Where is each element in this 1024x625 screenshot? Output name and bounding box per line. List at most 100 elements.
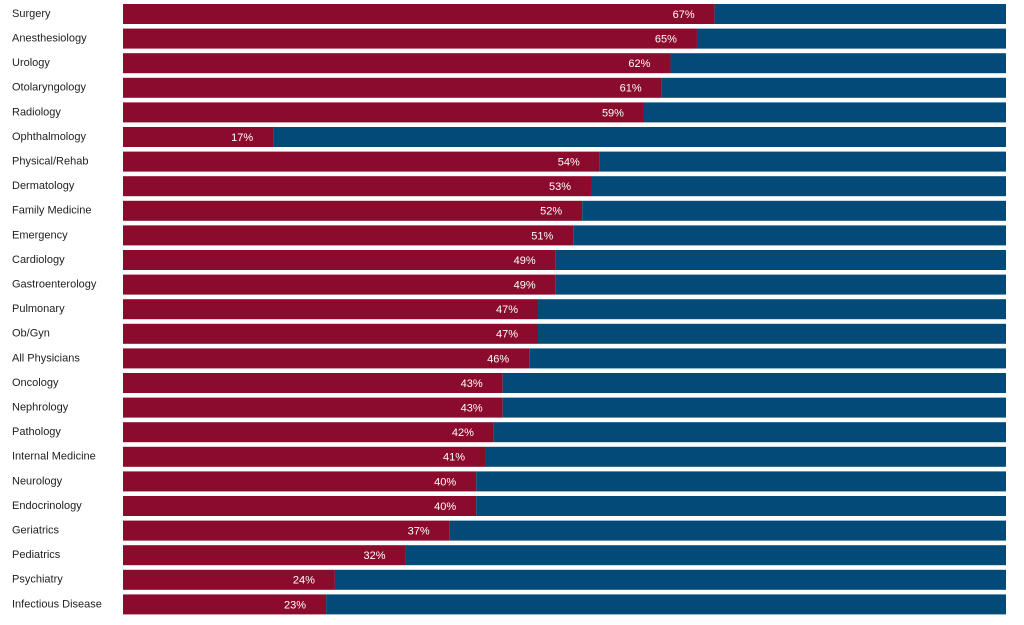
bar-segment xyxy=(123,496,477,516)
value-label: 52% xyxy=(540,206,562,218)
bar-segment xyxy=(123,274,556,295)
category-label: Ophthalmology xyxy=(12,131,86,143)
bar-segment xyxy=(449,520,1007,541)
bar-segment xyxy=(123,53,671,74)
bar-segment xyxy=(123,4,715,24)
category-label: Internal Medicine xyxy=(12,451,96,463)
bar-segment xyxy=(123,323,539,344)
value-label: 61% xyxy=(620,83,642,95)
bar-segment xyxy=(123,446,486,467)
category-label: All Physicians xyxy=(12,352,80,364)
bar-segment xyxy=(123,299,539,320)
bar-segment xyxy=(123,471,477,492)
category-label: Psychiatry xyxy=(12,574,63,586)
bar-segment xyxy=(123,422,494,443)
category-label: Dermatology xyxy=(12,180,75,192)
value-label: 42% xyxy=(452,427,474,439)
category-label: Anesthesiology xyxy=(12,33,87,45)
bar-segment xyxy=(123,569,335,590)
category-label: Geriatrics xyxy=(12,525,60,537)
category-label: Emergency xyxy=(12,229,68,241)
value-label: 17% xyxy=(231,132,253,144)
category-label: Physical/Rehab xyxy=(12,156,88,168)
bar-segment xyxy=(405,545,1006,566)
value-label: 65% xyxy=(655,34,677,46)
category-label: Cardiology xyxy=(12,254,65,266)
bar-segment xyxy=(123,545,406,566)
category-label: Ob/Gyn xyxy=(12,328,50,340)
value-label: 54% xyxy=(558,157,580,169)
bar-segment xyxy=(123,127,274,147)
bar-segment xyxy=(334,569,1006,590)
value-label: 46% xyxy=(487,353,509,365)
value-label: 49% xyxy=(514,280,536,292)
value-label: 43% xyxy=(461,403,483,415)
value-label: 43% xyxy=(461,378,483,390)
bar-segment xyxy=(555,274,1006,295)
bar-segment xyxy=(123,200,583,221)
bar-segment xyxy=(123,102,644,123)
category-label: Urology xyxy=(12,57,50,69)
category-label: Nephrology xyxy=(12,402,69,414)
bar-segment xyxy=(123,373,503,393)
bar-segment xyxy=(599,151,1006,172)
bar-segment xyxy=(493,422,1006,443)
value-label: 59% xyxy=(602,107,624,119)
value-label: 67% xyxy=(673,9,695,21)
category-label: Gastroenterology xyxy=(12,279,97,291)
category-label: Oncology xyxy=(12,377,59,389)
bar-segment xyxy=(582,200,1006,221)
bar-segment xyxy=(123,250,556,270)
bar-segment xyxy=(538,299,1006,320)
bar-segment xyxy=(476,496,1006,516)
bar-segment xyxy=(661,77,1006,98)
bar-segment xyxy=(123,77,662,98)
bar-segment xyxy=(123,594,327,615)
category-label: Pulmonary xyxy=(12,303,65,315)
category-label: Infectious Disease xyxy=(12,598,102,610)
value-label: 41% xyxy=(443,452,465,464)
value-label: 40% xyxy=(434,476,456,488)
category-label: Otolaryngology xyxy=(12,82,86,94)
value-label: 49% xyxy=(514,255,536,267)
bar-segment xyxy=(476,471,1006,492)
value-label: 23% xyxy=(284,599,306,611)
category-label: Pediatrics xyxy=(12,549,61,561)
bar-segment xyxy=(123,520,450,541)
value-label: 53% xyxy=(549,181,571,193)
bar-segment xyxy=(123,225,574,246)
value-label: 24% xyxy=(293,575,315,587)
bar-segment xyxy=(123,176,591,197)
bar-segment xyxy=(123,348,530,369)
value-label: 47% xyxy=(496,329,518,341)
bar-segment xyxy=(643,102,1006,123)
bar-segment xyxy=(696,28,1006,49)
category-label: Neurology xyxy=(12,475,63,487)
category-label: Endocrinology xyxy=(12,500,82,512)
category-label: Surgery xyxy=(12,8,51,20)
bar-segment xyxy=(273,127,1006,147)
value-label: 47% xyxy=(496,304,518,316)
value-label: 40% xyxy=(434,501,456,513)
bar-segment xyxy=(123,28,697,49)
bar-segment xyxy=(123,397,503,418)
value-label: 37% xyxy=(408,526,430,538)
value-label: 51% xyxy=(531,230,553,242)
bar-segment xyxy=(670,53,1006,74)
bar-segment xyxy=(573,225,1006,246)
bar-segment xyxy=(502,397,1006,418)
value-label: 32% xyxy=(364,550,386,562)
bar-segment xyxy=(555,250,1006,270)
bar-segment xyxy=(538,323,1006,344)
bar-segment xyxy=(590,176,1006,197)
bar-segment xyxy=(714,4,1006,24)
bar-segment xyxy=(123,151,600,172)
value-label: 62% xyxy=(628,58,650,70)
category-label: Family Medicine xyxy=(12,205,91,217)
bar-segment xyxy=(502,373,1006,393)
category-label: Radiology xyxy=(12,106,61,118)
category-label: Pathology xyxy=(12,426,61,438)
bar-segment xyxy=(485,446,1006,467)
bar-segment xyxy=(326,594,1007,615)
